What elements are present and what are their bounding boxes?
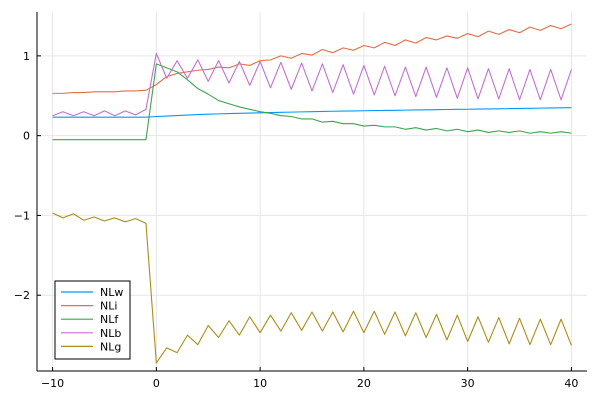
x-tick-label: 30 (461, 377, 475, 390)
x-tick-label: 20 (357, 377, 371, 390)
series-line-nlb (52, 52, 572, 117)
x-tick-label: 0 (153, 377, 160, 390)
legend-label-nlb: NLb (100, 327, 121, 340)
series-line-nlw (52, 107, 572, 118)
y-tick-label: −1 (14, 209, 30, 222)
legend-label-nlf: NLf (100, 313, 119, 326)
legend-label-nlw: NLw (100, 286, 123, 299)
tick-labels: −10 0 10 20 30 40−2−101 (14, 50, 579, 390)
y-tick-label: 1 (23, 50, 30, 63)
x-tick-label: 40 (564, 377, 578, 390)
y-tick-label: −2 (14, 289, 30, 302)
legend-label-nli: NLi (100, 300, 117, 313)
y-tick-label: 0 (23, 130, 30, 143)
series-line-nlf (52, 63, 572, 141)
series-line-nlg (52, 212, 572, 364)
x-tick-label: 10 (253, 377, 267, 390)
x-tick-label: −10 (41, 377, 64, 390)
series-lines (52, 23, 572, 364)
legend-label-nlg: NLg (100, 340, 121, 353)
series-line-nli (52, 23, 572, 94)
axes (36, 12, 587, 372)
